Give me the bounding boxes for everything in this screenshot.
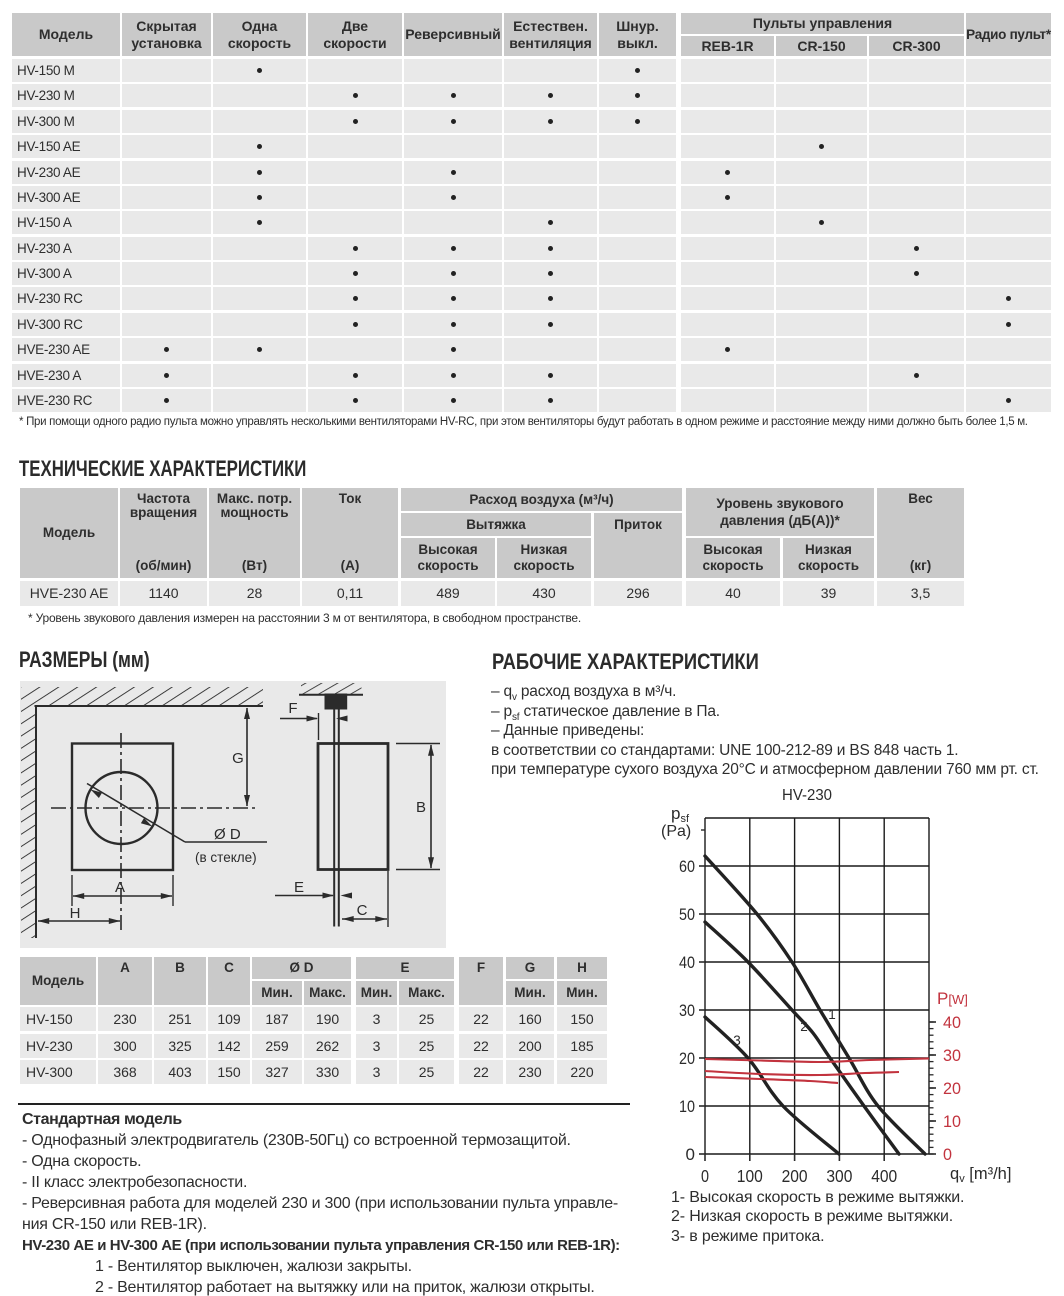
svg-text:P[W]: P[W]: [937, 989, 968, 1008]
svg-text:F: F: [288, 700, 297, 717]
svg-text:G: G: [232, 750, 244, 767]
svg-text:20: 20: [679, 1049, 695, 1068]
svg-text:psf: psf: [671, 804, 690, 825]
svg-text:100: 100: [737, 1166, 763, 1186]
svg-text:qv [m³/h]: qv [m³/h]: [950, 1165, 1011, 1185]
svg-text:3: 3: [733, 1033, 741, 1048]
svg-text:1: 1: [828, 1007, 836, 1022]
svg-text:20: 20: [943, 1079, 961, 1098]
svg-text:(в стекле): (в стекле): [195, 850, 257, 865]
svg-text:10: 10: [943, 1112, 961, 1131]
svg-text:HV-230: HV-230: [782, 787, 832, 804]
svg-text:2: 2: [800, 1019, 808, 1034]
svg-text:300: 300: [826, 1166, 852, 1186]
svg-text:(Pa): (Pa): [661, 823, 691, 840]
svg-text:C: C: [357, 902, 368, 919]
svg-text:50: 50: [679, 905, 695, 924]
svg-text:H: H: [70, 905, 81, 922]
svg-text:40: 40: [679, 953, 695, 972]
svg-text:B: B: [416, 799, 426, 816]
svg-text:A: A: [115, 879, 125, 896]
svg-text:0: 0: [701, 1166, 709, 1186]
svg-text:200: 200: [782, 1166, 808, 1186]
svg-text:0: 0: [686, 1145, 695, 1164]
svg-text:400: 400: [871, 1166, 897, 1186]
svg-text:Ø D: Ø D: [214, 826, 241, 843]
svg-text:40: 40: [943, 1013, 961, 1032]
svg-text:E: E: [294, 879, 304, 896]
svg-text:0: 0: [943, 1145, 952, 1164]
svg-text:30: 30: [943, 1046, 961, 1065]
svg-text:10: 10: [679, 1097, 695, 1116]
svg-text:30: 30: [679, 1001, 695, 1020]
svg-text:60: 60: [679, 857, 695, 876]
